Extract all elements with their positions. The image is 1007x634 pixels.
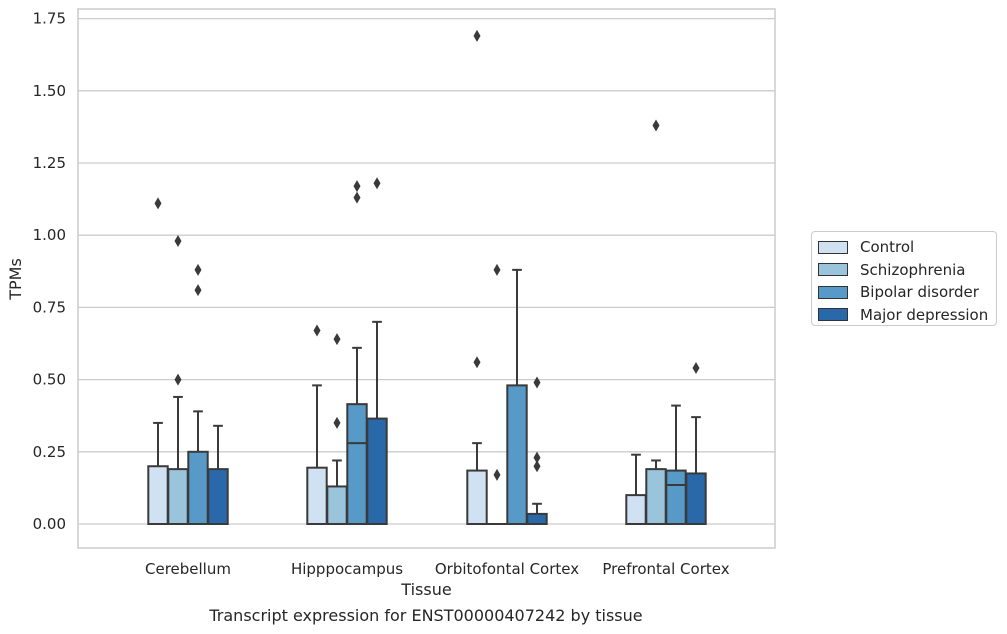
legend-label: Major depression [860,305,989,324]
outlier-point [174,373,182,386]
box-rect [645,468,667,525]
box-rect [466,469,488,525]
legend-item: Schizophrenia [818,259,996,282]
outlier-point [692,362,700,375]
y-tick-label: 0.00 [33,515,66,533]
outlier-point [174,234,182,247]
legend-item: Major depression [818,304,996,327]
box-rect [625,494,647,525]
box-group [207,424,229,525]
legend-label: Bipolar disorder [860,283,979,302]
outlier-point [353,180,361,193]
box-rect [326,485,348,525]
box-group [366,177,388,526]
figure-caption: Transcript expression for ENST0000040724… [209,606,643,625]
y-tick-labels: 0.00 0.25 0.50 0.75 1.00 1.25 1.50 1.75 [33,10,66,533]
y-tick-label: 1.50 [33,82,66,100]
outlier-point [473,356,481,369]
box-rect [207,468,229,525]
box-group [506,268,528,525]
outlier-point [652,119,660,132]
outlier-point [473,29,481,42]
y-tick-label: 1.00 [33,226,66,244]
outlier-point [533,460,541,473]
legend-swatch [818,285,848,299]
x-tick-label: Hipppocampus [291,560,403,578]
box-rect [526,512,548,526]
outlier-point [194,263,202,276]
outlier-point [493,468,501,481]
box-group [625,453,647,525]
outlier-point [533,376,541,389]
y-axis-label: TPMs [6,258,25,301]
box-group [487,263,507,525]
box-rect [187,450,209,525]
legend-swatch [818,240,848,254]
box-group [526,376,548,526]
legend-swatch [818,308,848,322]
outlier-point [154,197,162,210]
outlier-point [493,263,501,276]
box-rect [346,403,368,526]
legend-item: Bipolar disorder [818,281,996,304]
x-tick-label: Orbitofontal Cortex [435,560,579,578]
outlier-point [533,451,541,464]
box-group [665,404,687,525]
outlier-point [373,177,381,190]
box-group [645,119,667,525]
box-group [306,324,328,525]
box-rect [366,417,388,526]
x-tick-labels: Cerebellum Hipppocampus Orbitofontal Corte… [145,560,730,578]
outlier-point [194,284,202,297]
box-rect [306,466,328,525]
x-axis-label: Tissue [400,580,451,599]
box-group [466,29,488,525]
legend-swatch [818,263,848,277]
x-tick-label: Cerebellum [145,560,231,578]
box-group [346,180,368,526]
grid-lines [78,17,775,525]
legend-label: Control [860,238,915,257]
box-elements [147,29,707,526]
y-tick-label: 0.25 [33,443,66,461]
y-tick-label: 1.75 [33,10,66,28]
box-group [326,333,348,525]
box-rect [685,472,707,525]
y-tick-label: 1.25 [33,154,66,172]
outlier-point [333,416,341,429]
outlier-point [333,333,341,346]
box-group [685,362,707,525]
plot-area-frame [77,8,776,549]
legend: Control Schizophrenia Bipolar disorder Majo… [811,231,997,326]
box-rect [167,468,189,525]
box-rect [147,465,169,525]
box-group [187,263,209,525]
box-rect [665,469,687,525]
y-tick-label: 0.75 [33,298,66,316]
legend-label: Schizophrenia [860,260,966,279]
outlier-point [313,324,321,337]
legend-item: Control [818,236,996,259]
y-tick-label: 0.50 [33,371,66,389]
x-tick-label: Prefrontal Cortex [602,560,729,578]
box-rect [506,384,528,525]
box-group [147,197,169,525]
outlier-point [353,191,361,204]
